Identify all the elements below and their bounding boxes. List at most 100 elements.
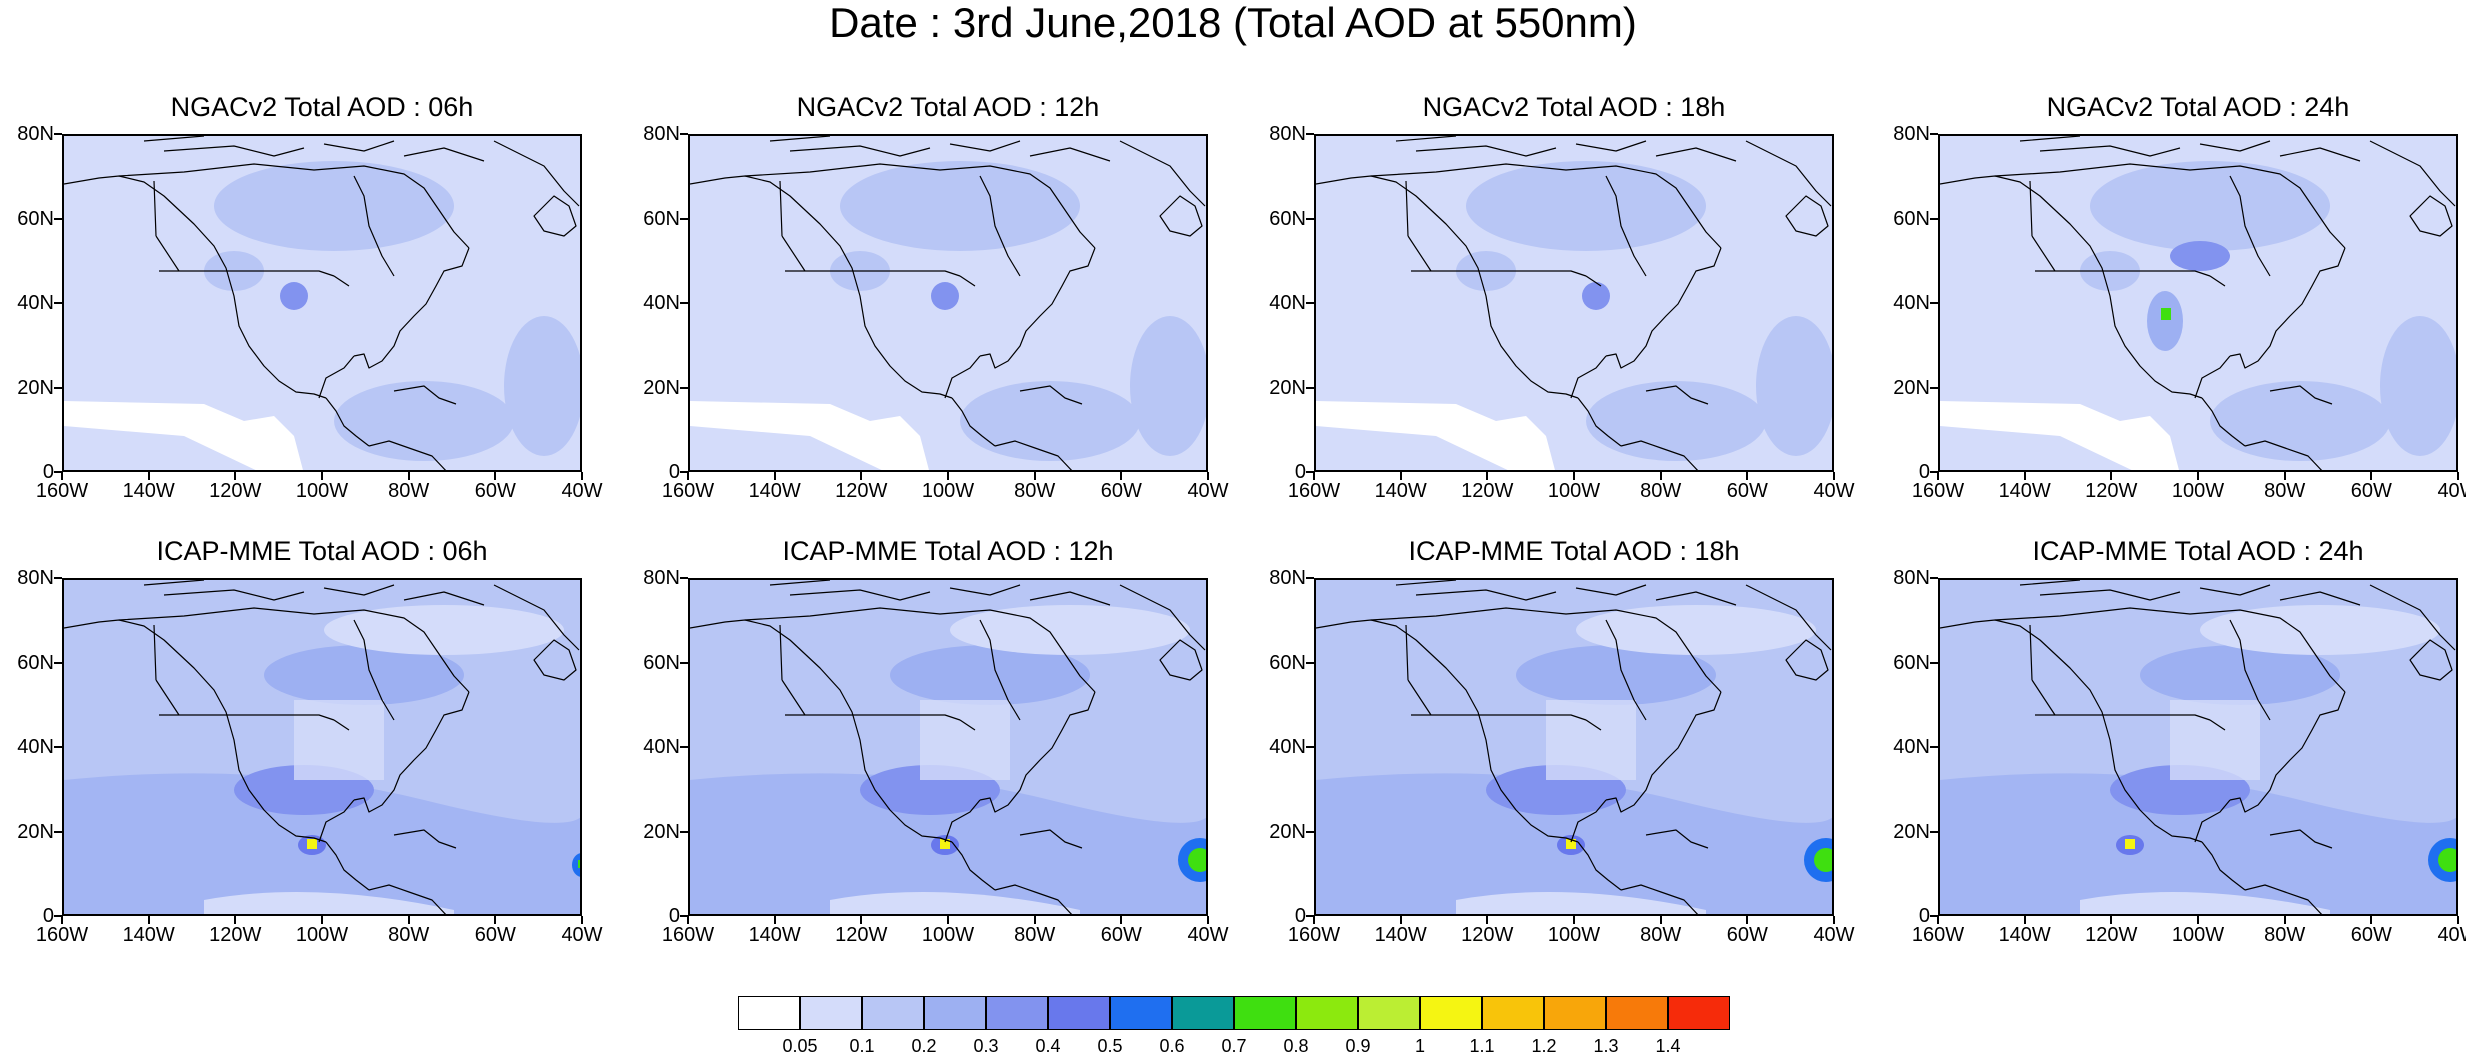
colorbar-swatch [986, 996, 1048, 1030]
latitude-label: 40N [1269, 292, 1306, 314]
latitude-tick [1306, 133, 1314, 135]
latitude-tick [1306, 217, 1314, 220]
colorbar-swatch [1048, 996, 1110, 1030]
aod-map [62, 134, 582, 472]
latitude-tick [1306, 577, 1314, 579]
latitude-tick [1930, 302, 1938, 304]
longitude-tick [61, 472, 63, 480]
longitude-label: 80W [1014, 480, 1056, 502]
longitude-label: 160W [35, 480, 89, 502]
aod-map [1938, 134, 2458, 472]
longitude-label: 40W [561, 480, 603, 502]
panel-title: ICAP-MME Total AOD : 06h [156, 536, 488, 566]
latitude-tick [54, 661, 62, 664]
longitude-tick [2283, 916, 2286, 924]
colorbar-swatch [1358, 996, 1420, 1030]
latitude-label: 80N [643, 567, 680, 589]
longitude-label: 80W [1014, 924, 1056, 946]
longitude-tick [1120, 916, 1123, 924]
latitude-tick [1306, 661, 1314, 664]
longitude-tick [687, 916, 689, 924]
colorbar-swatch [800, 996, 862, 1030]
longitude-tick [1746, 916, 1749, 924]
longitude-tick [407, 472, 410, 480]
latitude-tick [1306, 386, 1314, 389]
longitude-label: 60W [2350, 924, 2392, 946]
colorbar-label: 0.9 [1345, 1036, 1371, 1056]
longitude-label: 120W [1461, 924, 1514, 946]
map-panel: ICAP-MME Total AOD : 24h 80N 60N 40N 20N 0 160… [1893, 536, 2466, 946]
latitude-label: 0 [1294, 461, 1306, 483]
latitude-label: 40N [17, 736, 54, 758]
map-panel: ICAP-MME Total AOD : 06h 80N 60N 40N 20N 0 160… [17, 536, 602, 946]
latitude-tick [1930, 471, 1938, 473]
panel-title: NGACv2 Total AOD : 12h [796, 92, 1100, 122]
longitude-tick [1937, 916, 1939, 924]
latitude-label: 0 [1918, 905, 1930, 927]
colorbar-label: 1 [1414, 1036, 1425, 1056]
longitude-label: 40W [561, 924, 603, 946]
latitude-tick [1930, 830, 1938, 833]
longitude-tick [860, 472, 863, 480]
longitude-tick [1120, 472, 1123, 480]
colorbar-label: 0.2 [911, 1036, 937, 1056]
longitude-label: 60W [1100, 480, 1142, 502]
longitude-label: 60W [2350, 480, 2392, 502]
latitude-label: 40N [1893, 292, 1930, 314]
latitude-label: 20N [17, 820, 54, 843]
aod-map [1938, 578, 2458, 916]
longitude-tick [1746, 472, 1749, 480]
longitude-tick [773, 916, 776, 924]
latitude-label: 80N [643, 123, 680, 145]
latitude-label: 60N [17, 207, 54, 230]
colorbar-label: 0.8 [1283, 1036, 1309, 1056]
latitude-label: 80N [1269, 123, 1306, 145]
longitude-tick [1313, 916, 1315, 924]
panel-title: NGACv2 Total AOD : 06h [170, 92, 474, 122]
latitude-tick [54, 133, 62, 135]
longitude-tick [494, 472, 497, 480]
latitude-tick [680, 217, 688, 220]
longitude-label: 140W [122, 924, 175, 946]
aod-map [1314, 134, 1834, 472]
longitude-tick [1659, 916, 1662, 924]
longitude-tick [321, 472, 323, 480]
colorbar-swatch [738, 996, 800, 1030]
panel-title: NGACv2 Total AOD : 24h [2046, 92, 2350, 122]
longitude-tick [1659, 472, 1662, 480]
longitude-label: 120W [209, 924, 262, 946]
colorbar-label: 1.1 [1469, 1036, 1495, 1056]
longitude-tick [1399, 916, 1402, 924]
aod-map [688, 134, 1208, 472]
longitude-tick [773, 472, 776, 480]
latitude-label: 40N [1269, 736, 1306, 758]
latitude-label: 40N [643, 292, 680, 314]
longitude-label: 60W [474, 480, 516, 502]
longitude-tick [234, 472, 237, 480]
longitude-label: 140W [1374, 480, 1427, 502]
longitude-tick [2197, 916, 2199, 924]
latitude-tick [1306, 830, 1314, 833]
longitude-label: 120W [209, 480, 262, 502]
colorbar-swatch [1110, 996, 1172, 1030]
longitude-tick [1399, 472, 1402, 480]
colorbar-label: 1.2 [1531, 1036, 1557, 1056]
latitude-label: 20N [1893, 820, 1930, 843]
latitude-label: 60N [1893, 207, 1930, 230]
longitude-label: 120W [835, 480, 888, 502]
aod-map [1314, 578, 1834, 916]
latitude-tick [1306, 915, 1314, 917]
aod-map [688, 578, 1208, 916]
colorbar-swatch [1482, 996, 1544, 1030]
latitude-tick [54, 217, 62, 220]
latitude-tick [54, 577, 62, 579]
latitude-tick [680, 661, 688, 664]
latitude-label: 40N [17, 292, 54, 314]
longitude-label: 160W [661, 480, 715, 502]
latitude-label: 20N [1269, 376, 1306, 399]
latitude-tick [1306, 746, 1314, 748]
latitude-label: 60N [17, 651, 54, 674]
longitude-tick [2197, 472, 2199, 480]
latitude-tick [1306, 302, 1314, 304]
colorbar-label: 0.5 [1097, 1036, 1123, 1056]
